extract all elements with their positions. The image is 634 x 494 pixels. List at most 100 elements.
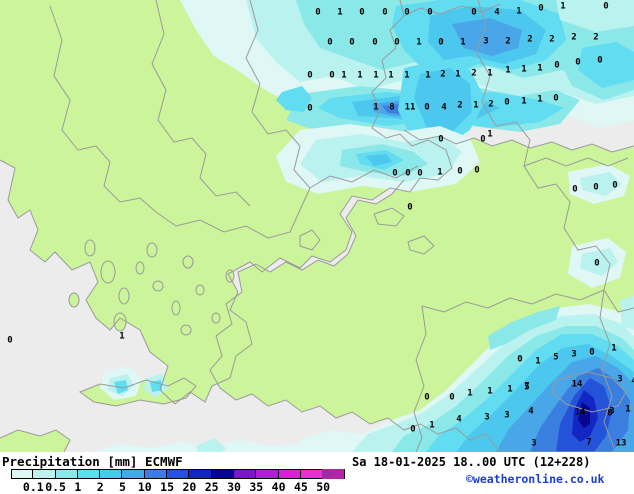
precip-value: 1 — [535, 356, 541, 367]
precip-value: 2 — [457, 100, 463, 111]
color-swatch-2 — [55, 469, 78, 479]
north-africa-land — [0, 430, 70, 452]
precip-value: 3 — [571, 349, 577, 360]
precip-value: 1 — [119, 331, 125, 342]
color-swatch-1 — [33, 469, 56, 479]
precip-value: 2 — [593, 32, 599, 43]
precip-value: 8 — [389, 102, 395, 113]
legend-title: Precipitation [mm] ECMWF — [2, 454, 183, 469]
tick-label-25: 25 — [204, 480, 219, 494]
precip-value: 0 — [410, 424, 416, 435]
precip-value: 4 — [631, 377, 634, 387]
tick-label-0.5: 0.5 — [45, 480, 66, 494]
legend-bar: Precipitation [mm] ECMWF Sa 18-01-2025 1… — [0, 452, 634, 494]
precip-core3-blacksea — [452, 18, 522, 56]
precip-value: 14 — [571, 379, 583, 390]
tick-label-45: 45 — [293, 480, 308, 494]
precip-value: 0 — [593, 182, 599, 193]
precip-value: 0 — [7, 335, 13, 346]
precip-aegean-wisp — [196, 438, 226, 452]
precip-value: 0 — [517, 354, 523, 365]
color-swatch-7 — [167, 469, 190, 479]
precip-value: 0 — [594, 258, 600, 269]
color-swatch-0 — [11, 469, 34, 479]
precip-value: 1 — [505, 65, 511, 76]
tick-label-2: 2 — [96, 480, 104, 494]
precip-value: 4 — [528, 406, 534, 417]
model-run-info: Sa 18-01-2025 18..00 UTC (12+228) — [352, 455, 591, 469]
precip-value: 1 — [537, 94, 543, 105]
precip-value: 3 — [609, 406, 615, 417]
precip-value: 3 — [504, 410, 510, 421]
precip-value: 0 — [329, 70, 335, 81]
precip-value: 0 — [424, 392, 430, 403]
precip-value: 0 — [504, 97, 510, 108]
precip-value: 0 — [372, 37, 378, 48]
aegean-islands — [69, 240, 234, 335]
precip-value: 1 — [357, 70, 363, 81]
precip-value: 1 — [404, 70, 410, 81]
precip-value: 0 — [424, 102, 430, 113]
precip-cyprus-nband — [488, 306, 560, 350]
precip-value: 5 — [524, 382, 530, 393]
precip-value: 2 — [440, 69, 446, 80]
precip-value: 3 — [531, 438, 537, 449]
precip-value: 0 — [612, 180, 618, 191]
precip-east-patch-b — [580, 172, 622, 196]
precip-value: 14 — [574, 407, 586, 418]
precip-value: 0 — [438, 37, 444, 48]
precip-value: 8 — [607, 408, 613, 419]
precip-value: 2 — [505, 36, 511, 47]
precip-value: 0 — [603, 1, 609, 12]
precip-value: 1 — [560, 1, 566, 12]
tick-label-0.1: 0.1 — [22, 480, 44, 494]
precip-value: 13 — [615, 438, 627, 449]
precip-value: 0 — [575, 57, 581, 68]
color-swatch-5 — [122, 469, 145, 479]
precip-value: 0 — [589, 347, 595, 358]
precip-value: 1 — [460, 37, 466, 48]
precip-value: 0 — [572, 184, 578, 195]
precip-crete-east-core — [150, 380, 162, 392]
precip-value: 1 — [388, 70, 394, 81]
precip-value: 2 — [571, 32, 577, 43]
tick-label-5: 5 — [119, 480, 126, 494]
color-swatch-11 — [256, 469, 279, 479]
precip-value: 0 — [405, 168, 411, 179]
precip-value: 1 — [507, 384, 513, 395]
precip-value: 1 — [429, 420, 435, 431]
color-swatch-10 — [233, 469, 257, 479]
precip-marmara-cell — [276, 86, 312, 112]
precip-value: 0 — [597, 55, 603, 66]
precip-value: 1 — [487, 68, 493, 79]
crete-land — [80, 378, 196, 406]
color-swatch-13 — [300, 469, 324, 479]
precip-value: 1 — [425, 70, 431, 81]
color-swatch-8 — [189, 469, 212, 479]
precip-value: 0 — [538, 3, 544, 14]
precip-value: 11 — [404, 102, 416, 113]
precip-value: 4 — [456, 414, 462, 425]
precip-ne-wisp — [556, 0, 634, 32]
precip-value: 0 — [417, 168, 423, 179]
color-swatch-4 — [100, 469, 123, 479]
precip-value: 2 — [549, 34, 555, 45]
precip-value: 0 — [407, 202, 413, 213]
precip-value: 0 — [438, 134, 444, 145]
precip-value: 4 — [494, 7, 500, 18]
precipitation-field — [96, 0, 634, 452]
precip-levant-tongue — [620, 296, 634, 330]
precip-value: 0 — [359, 7, 365, 18]
precip-value: 0 — [392, 168, 398, 179]
precip-value: 1 — [467, 388, 473, 399]
precip-value: 4 — [441, 102, 447, 113]
precip-value: 0 — [427, 7, 433, 18]
precip-value: 3 — [617, 374, 623, 385]
precip-value: 1 — [521, 64, 527, 75]
tick-label-35: 35 — [249, 480, 264, 494]
precip-value: 0 — [327, 37, 333, 48]
precip-value: 1 — [437, 167, 443, 178]
color-swatch-3 — [77, 469, 101, 479]
